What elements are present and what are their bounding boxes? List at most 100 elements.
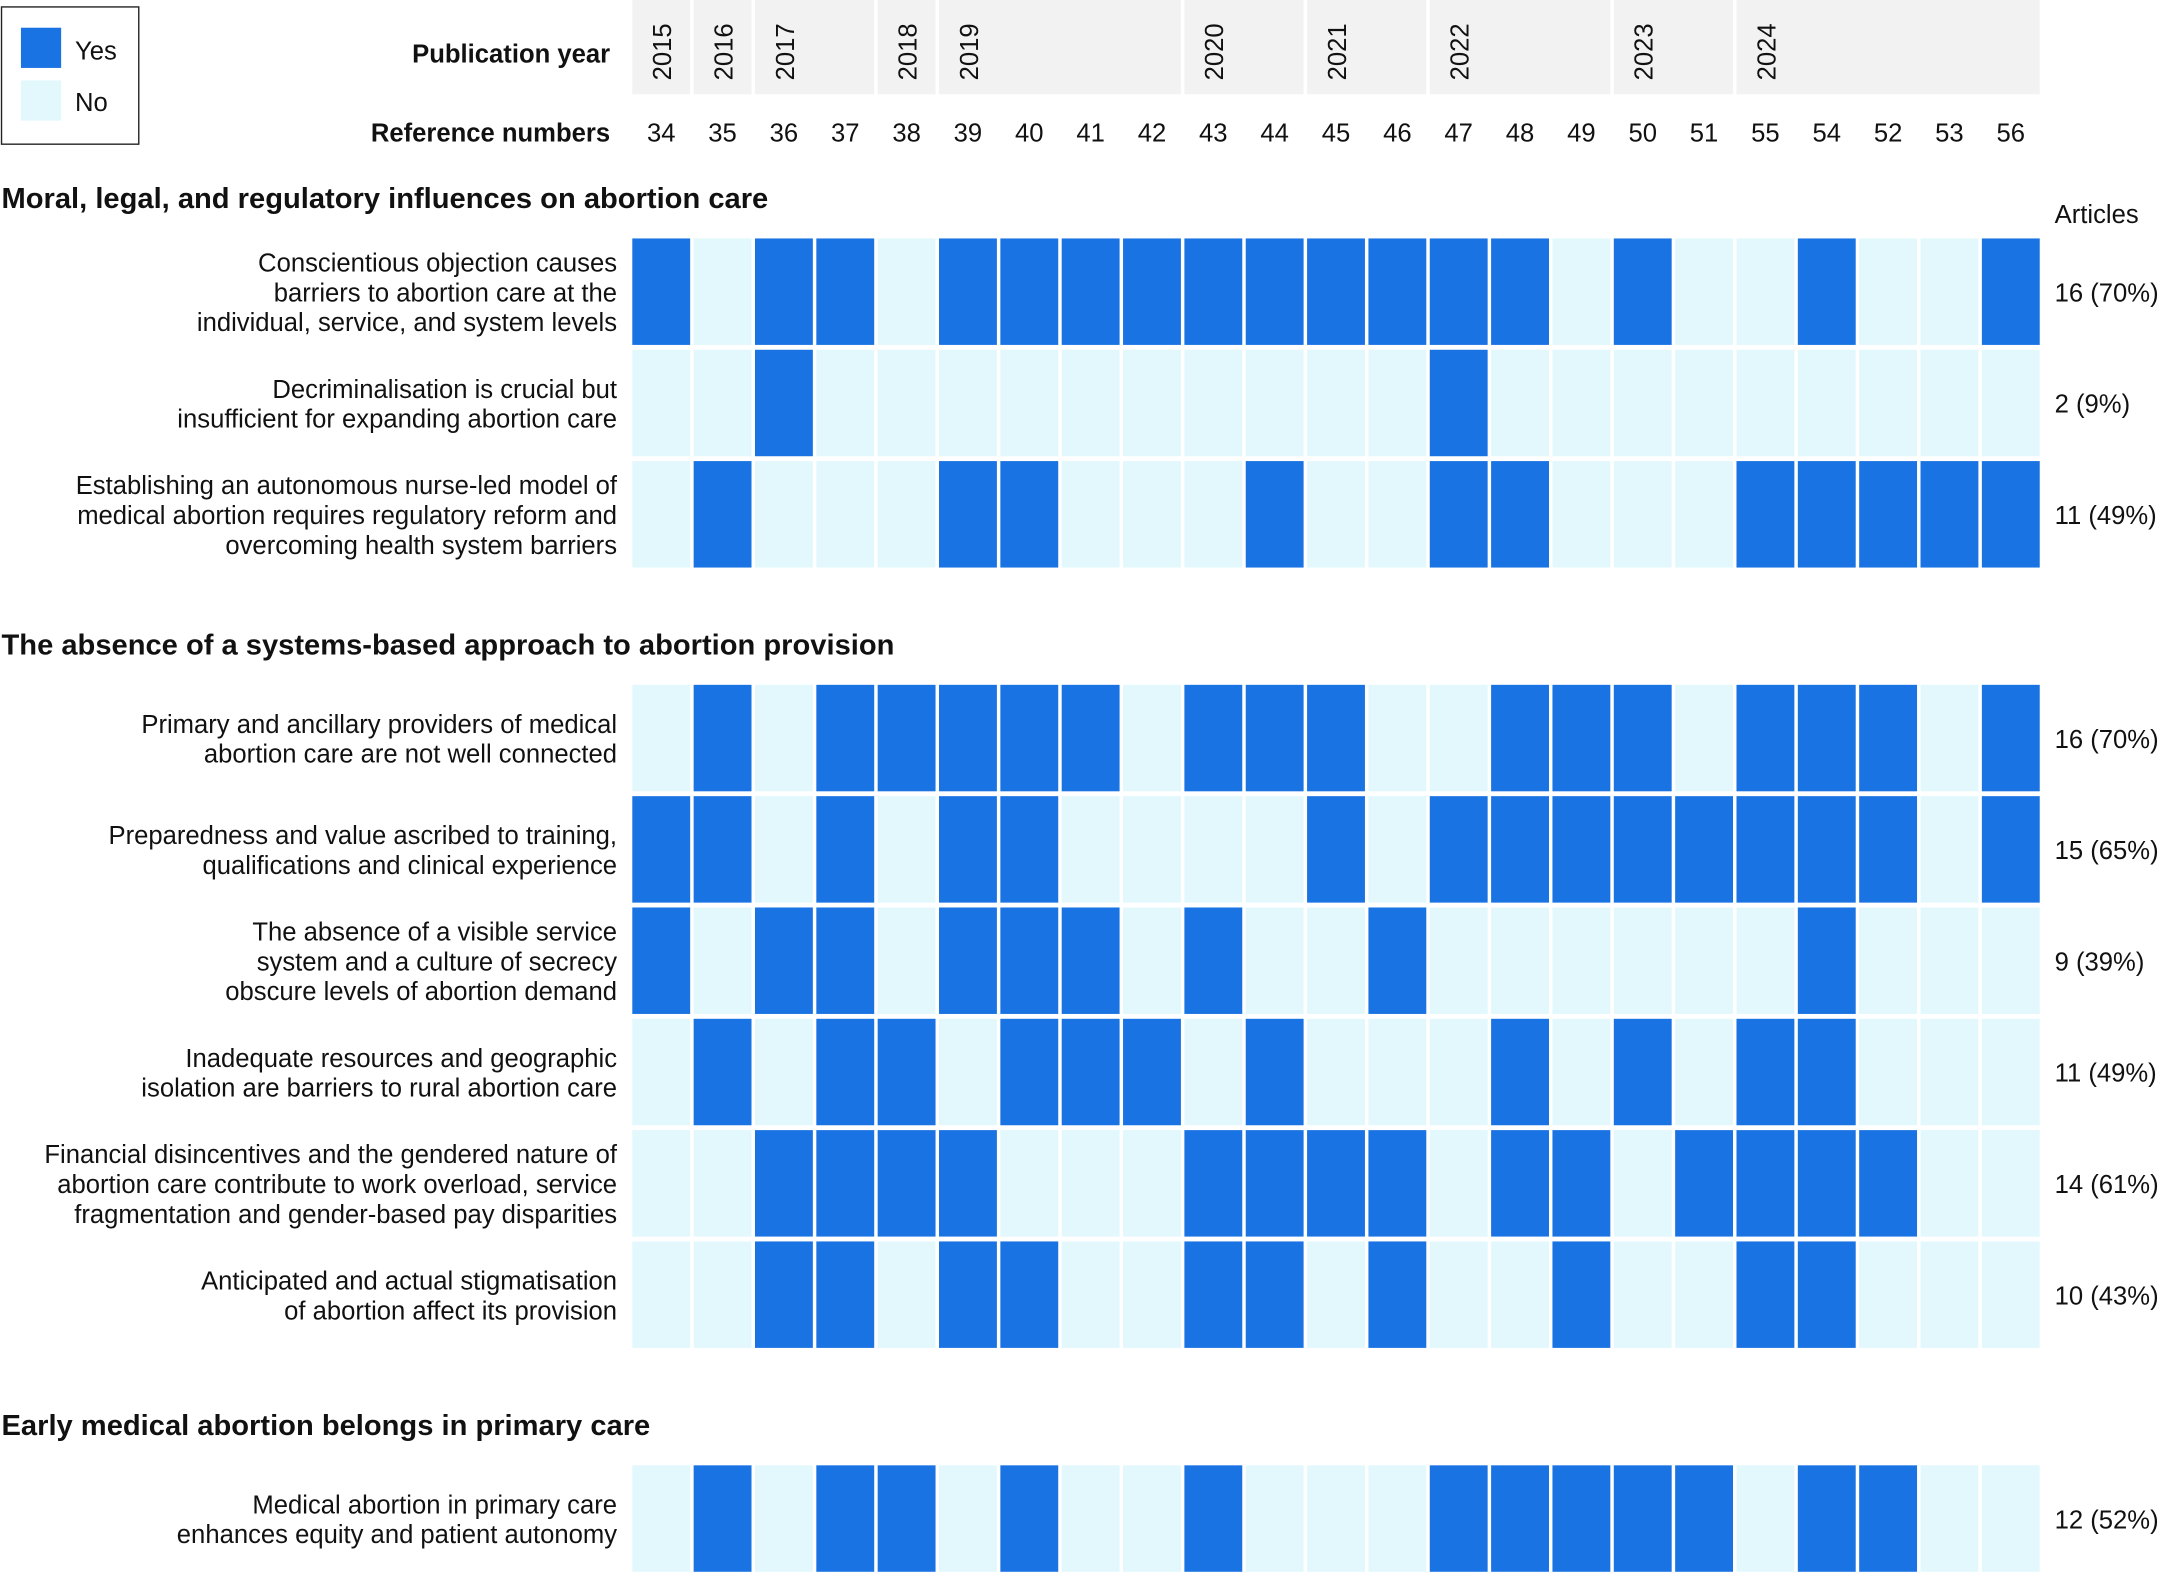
row-label-line: obscure levels of abortion demand — [225, 978, 617, 1006]
cell-no — [1675, 461, 1734, 568]
row-label-line: barriers to abortion care at the — [274, 279, 617, 307]
cell-no — [1981, 1465, 2040, 1572]
cell-no — [1061, 1465, 1120, 1572]
cell-yes — [1061, 684, 1120, 792]
cell-yes — [939, 1130, 997, 1237]
cell-yes — [632, 907, 691, 1014]
row-label-line: medical abortion requires regulatory ref… — [77, 502, 617, 530]
cell-yes — [1797, 1018, 1856, 1126]
cell-no — [1123, 907, 1181, 1014]
year-band-2023 — [1613, 0, 1734, 95]
cell-no — [939, 1018, 997, 1126]
cell-yes — [1613, 796, 1672, 903]
cell-yes — [1123, 238, 1181, 345]
year-label: 2015 — [649, 23, 677, 80]
legend: Yes No — [0, 6, 140, 145]
cell-yes — [1061, 907, 1120, 1014]
cell-yes — [1429, 1465, 1488, 1572]
reference-number-label: 54 — [1813, 119, 1842, 147]
row-label-line: system and a culture of secrecy — [257, 948, 618, 976]
cell-no — [1675, 1018, 1734, 1126]
cell-no — [1859, 907, 1918, 1014]
articles-count: 14 (61%) — [2055, 1171, 2159, 1199]
row-label-line: isolation are barriers to rural abortion… — [141, 1075, 617, 1103]
cell-no — [632, 1465, 691, 1572]
cell-yes — [1307, 1130, 1365, 1237]
cell-no — [632, 461, 691, 568]
cell-yes — [939, 461, 997, 568]
cell-no — [1123, 796, 1181, 903]
cell-no — [754, 1465, 813, 1572]
cell-no — [1981, 1241, 2040, 1348]
cell-yes — [1675, 1130, 1734, 1237]
cell-no — [1675, 907, 1734, 1014]
cell-yes — [1797, 684, 1856, 792]
cell-yes — [1245, 1018, 1304, 1126]
cell-yes — [939, 238, 997, 345]
articles-count: 9 (39%) — [2055, 948, 2145, 976]
cell-yes — [1061, 238, 1120, 345]
cell-yes — [1552, 1465, 1611, 1572]
cell-no — [1000, 349, 1059, 457]
cell-yes — [1675, 1465, 1734, 1572]
year-band-2018 — [877, 0, 936, 95]
cell-yes — [1184, 1465, 1243, 1572]
cell-no — [1307, 1465, 1365, 1572]
cell-yes — [1429, 461, 1488, 568]
cell-no — [1061, 1241, 1120, 1348]
cell-no — [1920, 796, 1979, 903]
reference-numbers-label: Reference numbers — [371, 119, 610, 147]
cell-yes — [1797, 461, 1856, 568]
row-label-line: Medical abortion in primary care — [252, 1491, 617, 1519]
cell-yes — [1491, 796, 1549, 903]
cell-yes — [1552, 1130, 1611, 1237]
row-label-line: The absence of a visible service — [252, 919, 617, 947]
cell-yes — [1368, 907, 1427, 1014]
cell-yes — [1859, 796, 1918, 903]
cell-yes — [1797, 1465, 1856, 1572]
cell-no — [1552, 461, 1611, 568]
heatmap-row: Preparedness and value ascribed to train… — [108, 796, 2159, 903]
cell-yes — [1736, 684, 1795, 792]
cell-no — [632, 1018, 691, 1126]
reference-number-label: 45 — [1322, 119, 1351, 147]
articles-count: 10 (43%) — [2055, 1282, 2159, 1310]
cell-no — [754, 461, 813, 568]
year-band-2022 — [1429, 0, 1611, 95]
row-label-line: abortion care contribute to work overloa… — [57, 1171, 617, 1199]
cell-yes — [1245, 461, 1304, 568]
reference-number-label: 41 — [1076, 119, 1105, 147]
cell-no — [1184, 461, 1243, 568]
cell-yes — [1736, 1241, 1795, 1348]
articles-count: 16 (70%) — [2055, 726, 2159, 754]
cell-yes — [1368, 238, 1427, 345]
cell-yes — [1491, 1130, 1549, 1237]
reference-number-label: 39 — [954, 119, 983, 147]
cell-yes — [754, 238, 813, 345]
cell-no — [1736, 907, 1795, 1014]
cell-yes — [939, 684, 997, 792]
cell-yes — [1491, 461, 1549, 568]
articles-count: 11 (49%) — [2055, 1060, 2157, 1088]
cell-no — [1920, 349, 1979, 457]
cell-no — [1736, 349, 1795, 457]
cell-yes — [693, 461, 752, 568]
cell-yes — [1613, 684, 1672, 792]
cell-no — [816, 461, 875, 568]
cell-no — [1061, 1130, 1120, 1237]
cell-no — [1859, 1241, 1918, 1348]
cell-no — [693, 1241, 752, 1348]
row-label-line: Inadequate resources and geographic — [185, 1045, 617, 1073]
heatmap-row: Financial disincentives and the gendered… — [44, 1130, 2159, 1237]
cell-no — [1675, 238, 1734, 345]
cell-yes — [1000, 1018, 1059, 1126]
cell-yes — [632, 238, 691, 345]
cell-no — [1123, 461, 1181, 568]
cell-no — [1000, 1130, 1059, 1237]
cell-no — [1491, 349, 1549, 457]
row-label-line: abortion care are not well connected — [204, 741, 617, 769]
cell-no — [1061, 461, 1120, 568]
year-band-2020 — [1184, 0, 1304, 95]
